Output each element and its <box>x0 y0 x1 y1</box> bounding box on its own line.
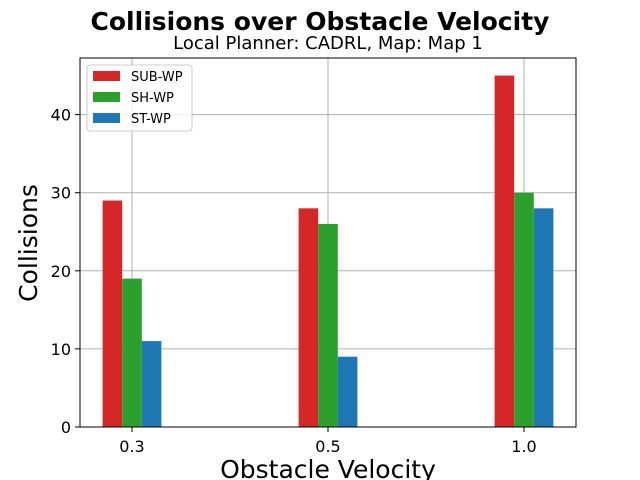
bar-sh-wp-0.3 <box>122 278 142 427</box>
legend-label-sh-wp: SH-WP <box>131 91 174 106</box>
legend-swatch-sh-wp <box>93 92 120 102</box>
bar-st-wp-0.3 <box>141 341 162 427</box>
legend: SUB-WP SH-WP ST-WP <box>86 64 193 132</box>
chart-title: Collisions over Obstacle Velocity <box>91 7 550 36</box>
y-tick-label: 20 <box>51 262 71 281</box>
bar-st-wp-1.0 <box>533 208 554 427</box>
y-tick-label: 10 <box>51 340 71 359</box>
bar-st-wp-0.5 <box>337 356 358 427</box>
bar-sub-wp-0.5 <box>298 208 319 427</box>
bar-sub-wp-0.3 <box>102 200 123 427</box>
bars <box>102 75 554 428</box>
legend-label-st-wp: ST-WP <box>131 112 171 127</box>
legend-swatch-st-wp <box>93 113 120 123</box>
x-axis-label: Obstacle Velocity <box>220 455 436 480</box>
y-tick-label: 0 <box>61 418 71 437</box>
legend-label-sub-wp: SUB-WP <box>131 70 183 85</box>
y-axis-label: Collisions <box>14 184 43 302</box>
bar-sh-wp-1.0 <box>514 192 534 427</box>
y-tick-label: 30 <box>51 184 71 203</box>
x-tick-label: 1.0 <box>511 437 536 456</box>
y-tick-label: 40 <box>51 106 71 125</box>
axis-ticks: 0.3 0.5 1.0 0 10 20 30 40 <box>51 106 537 456</box>
bar-sub-wp-1.0 <box>494 75 515 428</box>
legend-swatch-sub-wp <box>93 71 120 81</box>
chart-subtitle: Local Planner: CADRL, Map: Map 1 <box>173 33 483 54</box>
x-tick-label: 0.5 <box>315 437 340 456</box>
x-tick-label: 0.3 <box>119 437 144 456</box>
bar-sh-wp-0.5 <box>318 223 338 427</box>
